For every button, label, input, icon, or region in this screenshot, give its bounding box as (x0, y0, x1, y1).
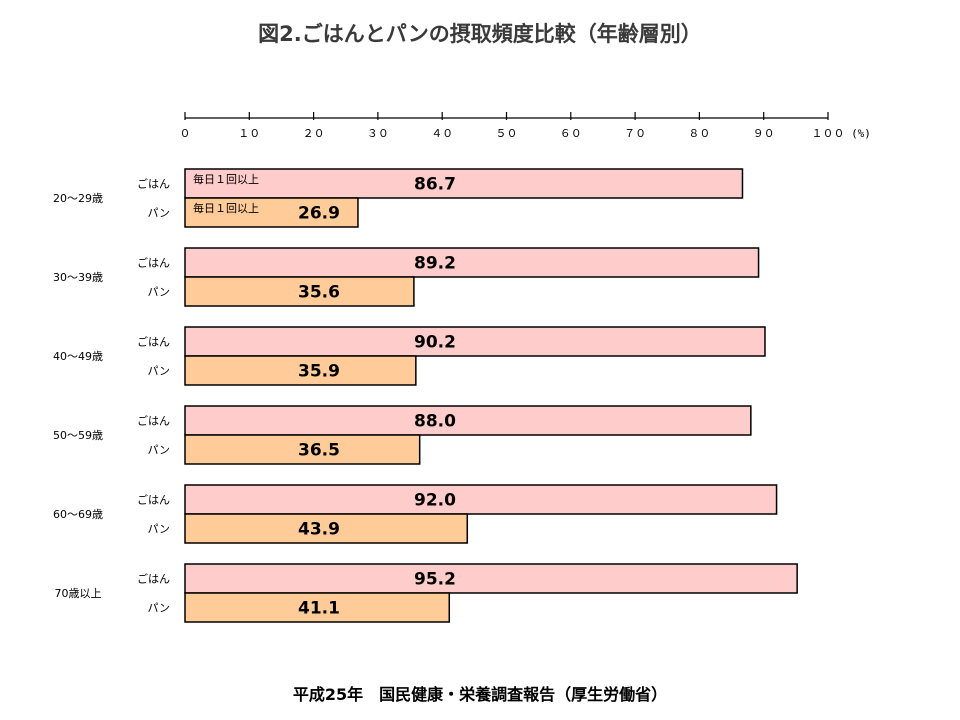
x-tick-label: ７０ (624, 127, 646, 140)
series-label: ごはん (137, 177, 170, 191)
category-label: 20～29歳 (53, 192, 103, 205)
x-tick-label: ３０ (367, 127, 389, 140)
value-label: 43.9 (298, 520, 340, 540)
x-tick-label: ４０ (431, 127, 453, 140)
x-tick-label: １０ (238, 127, 260, 140)
bar (184, 247, 760, 278)
x-tick-label: １００ (812, 127, 845, 140)
bar (184, 592, 451, 623)
series-label: ごはん (137, 572, 170, 586)
category-label: 30～39歳 (53, 271, 103, 284)
bar (184, 513, 469, 544)
series-label: パン (147, 444, 170, 457)
series-label: パン (147, 365, 170, 378)
bar (184, 276, 415, 307)
series-label: パン (147, 523, 170, 536)
category-label: 60～69歳 (53, 508, 103, 521)
bar (184, 168, 744, 199)
x-tick-label: ０ (180, 127, 191, 140)
x-axis: ０ １０ ２０ ３０ ４０ ５０ ６０ ７０ ８０ ９０ １００ (%) (180, 112, 871, 140)
series-label: ごはん (137, 335, 170, 349)
bars (184, 168, 798, 623)
value-label: 92.0 (414, 491, 456, 511)
x-tick-label: ８０ (688, 127, 710, 140)
bar (184, 563, 798, 594)
category-label: 40～49歳 (53, 350, 103, 363)
bar (184, 484, 778, 515)
x-tick-label: ５０ (496, 127, 518, 140)
value-label: 35.6 (298, 283, 340, 303)
bar (184, 434, 421, 465)
value-label: 41.1 (298, 599, 340, 619)
series-label: ごはん (137, 493, 170, 507)
chart-title: 図2.ごはんとパンの摂取頻度比較（年齢層別） (258, 22, 702, 46)
category-label: 70歳以上 (55, 587, 102, 600)
category-label: 50～59歳 (53, 429, 103, 442)
series-label: ごはん (137, 256, 170, 270)
bar-note-label: 毎日１回以上 (193, 173, 259, 186)
value-label: 86.7 (414, 175, 456, 195)
bar (184, 405, 752, 436)
x-tick-label: ２０ (303, 127, 325, 140)
value-label: 35.9 (298, 362, 340, 382)
value-label: 95.2 (414, 570, 456, 590)
series-label: パン (147, 207, 170, 220)
axis-unit-label: (%) (851, 127, 871, 140)
bar (184, 326, 766, 357)
bar (184, 197, 359, 228)
bar (184, 355, 417, 386)
value-label: 26.9 (298, 204, 340, 224)
x-tick-label: ６０ (560, 127, 582, 140)
series-label: パン (147, 286, 170, 299)
value-label: 36.5 (298, 441, 340, 461)
x-tick-label: ９０ (753, 127, 775, 140)
series-label: ごはん (137, 414, 170, 428)
value-label: 89.2 (414, 254, 456, 274)
series-label: パン (147, 602, 170, 615)
value-label: 90.2 (414, 333, 456, 353)
source-note: 平成25年 国民健康・栄養調査報告（厚生労働省） (292, 685, 668, 704)
value-label: 88.0 (414, 412, 456, 432)
bar-note-label: 毎日１回以上 (193, 202, 259, 215)
